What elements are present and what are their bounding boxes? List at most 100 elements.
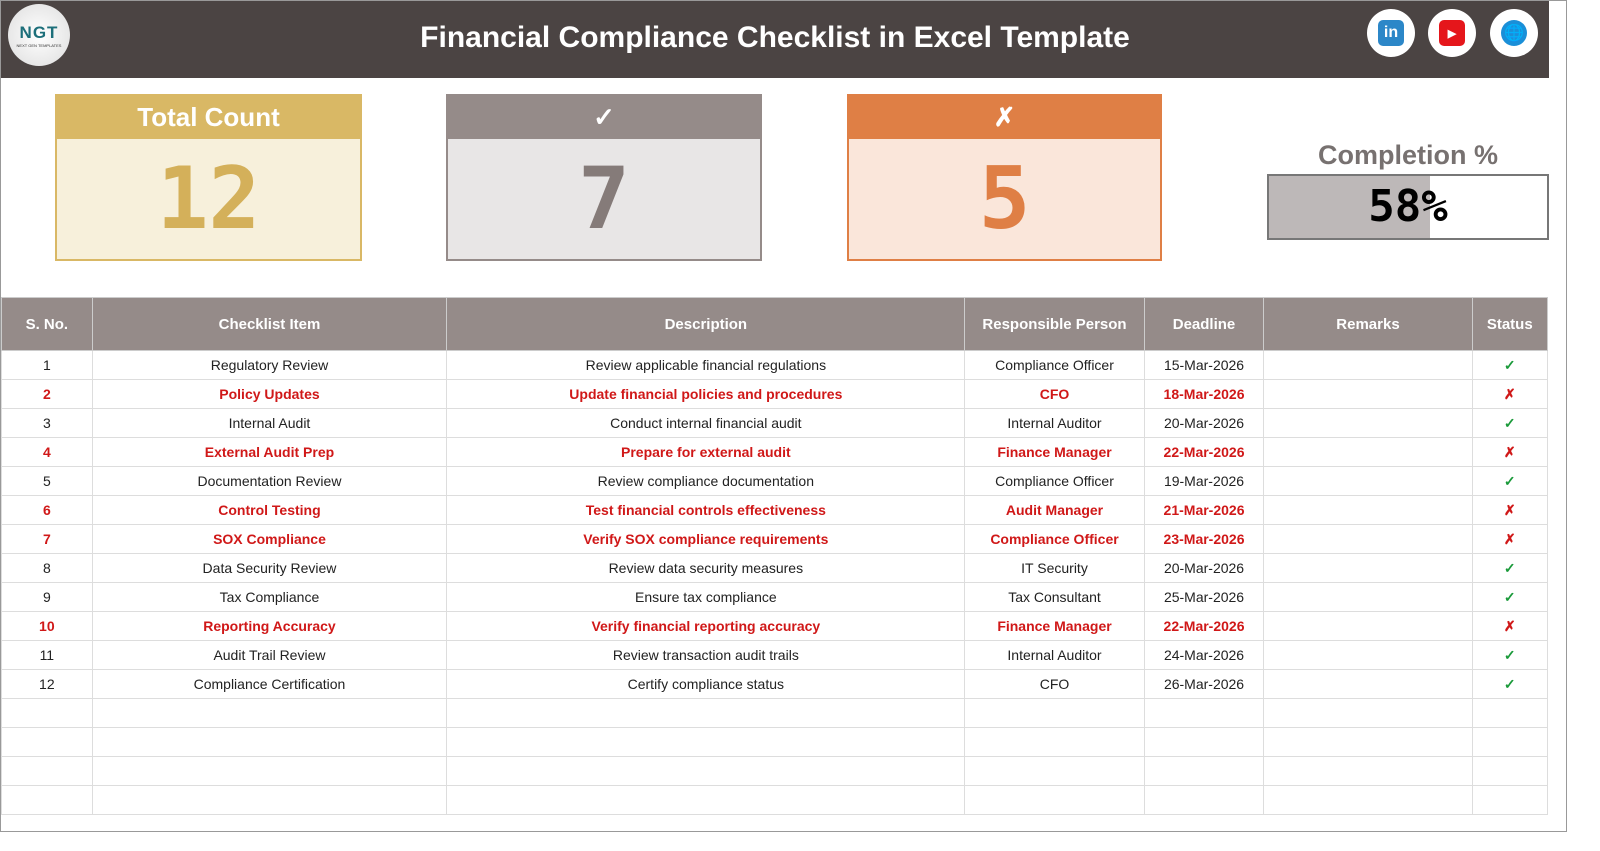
empty-cell[interactable]	[964, 785, 1145, 815]
empty-cell[interactable]	[1471, 756, 1548, 786]
empty-cell[interactable]	[1143, 756, 1265, 786]
empty-cell[interactable]	[1, 785, 93, 815]
table-cell[interactable]: Verify financial reporting accuracy	[446, 611, 966, 641]
table-cell[interactable]: 4	[1, 437, 93, 467]
table-cell[interactable]: 15-Mar-2026	[1143, 350, 1265, 380]
table-cell[interactable]: IT Security	[964, 553, 1145, 583]
table-cell[interactable]: 26-Mar-2026	[1143, 669, 1265, 699]
empty-cell[interactable]	[1263, 756, 1473, 786]
table-cell[interactable]: Compliance Officer	[964, 466, 1145, 496]
empty-cell[interactable]	[446, 785, 966, 815]
empty-cell[interactable]	[964, 698, 1145, 728]
empty-cell[interactable]	[91, 785, 448, 815]
empty-cell[interactable]	[446, 727, 966, 757]
table-cell[interactable]: ✗	[1471, 611, 1548, 641]
table-cell[interactable]: 20-Mar-2026	[1143, 408, 1265, 438]
table-cell[interactable]: ✗	[1471, 437, 1548, 467]
table-cell[interactable]: CFO	[964, 379, 1145, 409]
table-cell[interactable]: 22-Mar-2026	[1143, 611, 1265, 641]
table-cell[interactable]: ✓	[1471, 553, 1548, 583]
empty-cell[interactable]	[91, 756, 448, 786]
table-cell[interactable]	[1263, 466, 1473, 496]
column-header[interactable]: Description	[446, 297, 966, 351]
empty-cell[interactable]	[1263, 698, 1473, 728]
table-cell[interactable]: 9	[1, 582, 93, 612]
table-cell[interactable]: 12	[1, 669, 93, 699]
table-cell[interactable]: Compliance Officer	[964, 524, 1145, 554]
table-cell[interactable]: Verify SOX compliance requirements	[446, 524, 966, 554]
empty-cell[interactable]	[1471, 785, 1548, 815]
table-cell[interactable]	[1263, 495, 1473, 525]
website-button[interactable]: 🌐	[1490, 9, 1538, 57]
table-cell[interactable]: Internal Auditor	[964, 408, 1145, 438]
table-cell[interactable]	[1263, 553, 1473, 583]
table-cell[interactable]	[1263, 611, 1473, 641]
table-cell[interactable]: Internal Audit	[91, 408, 448, 438]
empty-cell[interactable]	[1471, 727, 1548, 757]
table-cell[interactable]: Certify compliance status	[446, 669, 966, 699]
table-cell[interactable]: Prepare for external audit	[446, 437, 966, 467]
youtube-button[interactable]: ▶	[1428, 9, 1476, 57]
table-cell[interactable]: Review compliance documentation	[446, 466, 966, 496]
table-cell[interactable]: Compliance Certification	[91, 669, 448, 699]
column-header[interactable]: Status	[1471, 297, 1548, 351]
column-header[interactable]: Remarks	[1263, 297, 1473, 351]
table-cell[interactable]: ✓	[1471, 640, 1548, 670]
table-cell[interactable]	[1263, 408, 1473, 438]
table-cell[interactable]: Documentation Review	[91, 466, 448, 496]
empty-cell[interactable]	[1143, 727, 1265, 757]
table-cell[interactable]: 5	[1, 466, 93, 496]
table-cell[interactable]: Conduct internal financial audit	[446, 408, 966, 438]
empty-cell[interactable]	[964, 756, 1145, 786]
table-cell[interactable]: ✗	[1471, 524, 1548, 554]
table-cell[interactable]	[1263, 524, 1473, 554]
table-cell[interactable]	[1263, 640, 1473, 670]
table-cell[interactable]: ✓	[1471, 408, 1548, 438]
table-cell[interactable]: ✓	[1471, 350, 1548, 380]
table-cell[interactable]: 22-Mar-2026	[1143, 437, 1265, 467]
table-cell[interactable]: CFO	[964, 669, 1145, 699]
empty-cell[interactable]	[91, 727, 448, 757]
column-header[interactable]: S. No.	[1, 297, 93, 351]
table-cell[interactable]: 25-Mar-2026	[1143, 582, 1265, 612]
empty-cell[interactable]	[91, 698, 448, 728]
table-cell[interactable]: Ensure tax compliance	[446, 582, 966, 612]
table-cell[interactable]: Regulatory Review	[91, 350, 448, 380]
empty-cell[interactable]	[1471, 698, 1548, 728]
table-cell[interactable]: ✗	[1471, 495, 1548, 525]
table-cell[interactable]: Compliance Officer	[964, 350, 1145, 380]
table-cell[interactable]: Internal Auditor	[964, 640, 1145, 670]
table-cell[interactable]	[1263, 379, 1473, 409]
table-cell[interactable]: Review data security measures	[446, 553, 966, 583]
table-cell[interactable]: 11	[1, 640, 93, 670]
empty-cell[interactable]	[1, 756, 93, 786]
table-cell[interactable]: 10	[1, 611, 93, 641]
table-cell[interactable]: 3	[1, 408, 93, 438]
table-cell[interactable]: 1	[1, 350, 93, 380]
linkedin-button[interactable]: in	[1367, 9, 1415, 57]
table-cell[interactable]: 21-Mar-2026	[1143, 495, 1265, 525]
table-cell[interactable]: ✓	[1471, 669, 1548, 699]
table-cell[interactable]: 2	[1, 379, 93, 409]
empty-cell[interactable]	[1263, 785, 1473, 815]
table-cell[interactable]: ✗	[1471, 379, 1548, 409]
table-cell[interactable]: Reporting Accuracy	[91, 611, 448, 641]
table-cell[interactable]: External Audit Prep	[91, 437, 448, 467]
table-cell[interactable]: ✓	[1471, 582, 1548, 612]
empty-cell[interactable]	[964, 727, 1145, 757]
empty-cell[interactable]	[446, 698, 966, 728]
empty-cell[interactable]	[1, 727, 93, 757]
table-cell[interactable]: 8	[1, 553, 93, 583]
empty-cell[interactable]	[1, 698, 93, 728]
table-cell[interactable]: Test financial controls effectiveness	[446, 495, 966, 525]
table-cell[interactable]: Data Security Review	[91, 553, 448, 583]
table-cell[interactable]: Policy Updates	[91, 379, 448, 409]
empty-cell[interactable]	[446, 756, 966, 786]
table-cell[interactable]: Control Testing	[91, 495, 448, 525]
table-cell[interactable]: 18-Mar-2026	[1143, 379, 1265, 409]
table-cell[interactable]: 24-Mar-2026	[1143, 640, 1265, 670]
table-cell[interactable]: Update financial policies and procedures	[446, 379, 966, 409]
empty-cell[interactable]	[1143, 785, 1265, 815]
table-cell[interactable]: 23-Mar-2026	[1143, 524, 1265, 554]
table-cell[interactable]: Tax Compliance	[91, 582, 448, 612]
